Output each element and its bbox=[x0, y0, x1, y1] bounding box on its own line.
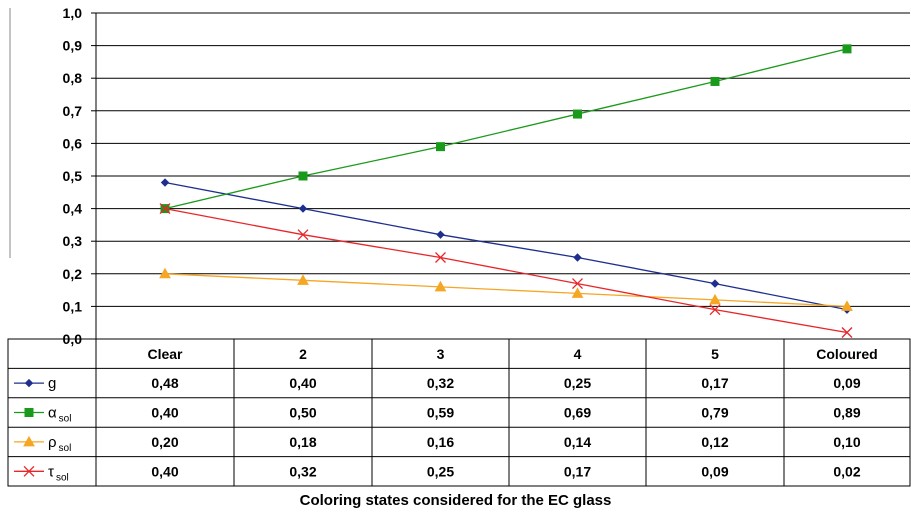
data-label: 0,20 bbox=[151, 434, 178, 450]
data-label: 0,25 bbox=[564, 375, 591, 391]
data-point bbox=[709, 293, 721, 305]
x-stroke bbox=[159, 203, 171, 215]
legend-marker bbox=[24, 378, 34, 388]
data-point bbox=[298, 171, 308, 181]
data-label: 0,02 bbox=[833, 463, 860, 479]
legend-marker bbox=[23, 465, 35, 477]
legend-key: g bbox=[14, 375, 56, 392]
y-tick-label: 0,9 bbox=[63, 38, 83, 54]
data-label: 0,50 bbox=[289, 405, 316, 421]
data-point bbox=[435, 252, 446, 263]
data-point bbox=[159, 203, 171, 215]
y-tick-label: 0,1 bbox=[63, 298, 83, 314]
series-line bbox=[164, 181, 848, 311]
y-tick-label: 0,7 bbox=[63, 103, 83, 119]
legend-key: ρ sol bbox=[14, 434, 71, 454]
series-1 bbox=[160, 44, 852, 214]
series-name: α sol bbox=[48, 405, 71, 425]
data-label: 0,17 bbox=[701, 375, 728, 391]
legend-key: α sol bbox=[14, 405, 71, 425]
x-stroke bbox=[297, 229, 309, 241]
legend-marker bbox=[23, 435, 35, 447]
y-tick-label: 0,3 bbox=[63, 233, 83, 249]
data-label: 0,09 bbox=[701, 463, 728, 479]
series-line bbox=[164, 48, 848, 210]
legend-key: τ sol bbox=[14, 463, 69, 483]
data-point bbox=[842, 44, 852, 54]
category-label: 3 bbox=[437, 346, 445, 362]
data-table-frame bbox=[7, 338, 911, 487]
x-stroke bbox=[435, 252, 446, 263]
data-label: 0,32 bbox=[427, 375, 454, 391]
data-point bbox=[298, 204, 308, 213]
data-label: 0,25 bbox=[427, 463, 454, 479]
data-point bbox=[710, 76, 720, 86]
data-point bbox=[841, 300, 853, 311]
x-stroke bbox=[841, 327, 853, 338]
y-tick-label: 1,0 bbox=[63, 5, 83, 21]
data-point bbox=[434, 280, 447, 292]
series-3 bbox=[159, 203, 853, 338]
data-point bbox=[436, 142, 445, 152]
series-line bbox=[164, 273, 848, 308]
data-label: 0,59 bbox=[427, 405, 454, 421]
data-point bbox=[297, 229, 309, 241]
data-label: 0,16 bbox=[427, 434, 454, 450]
series-name: τ sol bbox=[48, 463, 69, 483]
data-label: 0,09 bbox=[833, 375, 860, 391]
data-label: 0,17 bbox=[564, 463, 591, 479]
data-point bbox=[159, 267, 171, 279]
series-name: g bbox=[48, 375, 56, 392]
data-point bbox=[436, 230, 445, 239]
series-line bbox=[164, 207, 848, 334]
data-point bbox=[571, 287, 584, 298]
data-point bbox=[572, 278, 583, 290]
series-0 bbox=[160, 178, 852, 314]
data-label: 0,14 bbox=[564, 434, 591, 450]
x-stroke bbox=[23, 465, 35, 477]
x-axis-title: Coloring states considered for the EC gl… bbox=[299, 492, 612, 509]
x-stroke bbox=[709, 304, 721, 316]
data-label: 0,12 bbox=[701, 434, 728, 450]
category-label: Clear bbox=[147, 346, 183, 362]
y-tick-label: 0,8 bbox=[63, 70, 83, 86]
data-point bbox=[709, 304, 721, 316]
data-label: 0,10 bbox=[833, 434, 860, 450]
legend-marker bbox=[24, 408, 34, 417]
series-name-subscript: sol bbox=[59, 443, 72, 454]
y-tick-label: 0,5 bbox=[63, 168, 83, 184]
series-name-subscript: sol bbox=[56, 472, 69, 483]
data-label: 0,18 bbox=[289, 434, 316, 450]
data-label: 0,40 bbox=[289, 375, 316, 391]
data-point bbox=[297, 274, 309, 285]
category-label: 5 bbox=[711, 346, 719, 362]
data-label: 0,48 bbox=[151, 375, 178, 391]
data-label: 0,32 bbox=[289, 463, 316, 479]
data-label: 0,89 bbox=[833, 405, 860, 421]
data-label: 0,79 bbox=[701, 405, 728, 421]
data-label: 0,40 bbox=[151, 405, 178, 421]
category-label: 2 bbox=[299, 346, 307, 362]
y-tick-label: 0,6 bbox=[63, 135, 83, 151]
data-point bbox=[841, 327, 853, 338]
data-label: 0,69 bbox=[564, 405, 591, 421]
data-point bbox=[573, 253, 582, 262]
series-2 bbox=[159, 267, 853, 311]
data-point bbox=[710, 279, 720, 288]
x-stroke bbox=[572, 278, 583, 290]
data-point bbox=[160, 178, 170, 187]
series-name-subscript: sol bbox=[59, 414, 72, 425]
category-label: Coloured bbox=[816, 346, 877, 362]
data-label: 0,40 bbox=[151, 463, 178, 479]
y-tick-label: 0,2 bbox=[63, 266, 83, 282]
category-label: 4 bbox=[574, 346, 582, 362]
series-name: ρ sol bbox=[48, 434, 71, 454]
y-tick-label: 0,4 bbox=[63, 201, 83, 217]
data-point bbox=[573, 109, 582, 119]
